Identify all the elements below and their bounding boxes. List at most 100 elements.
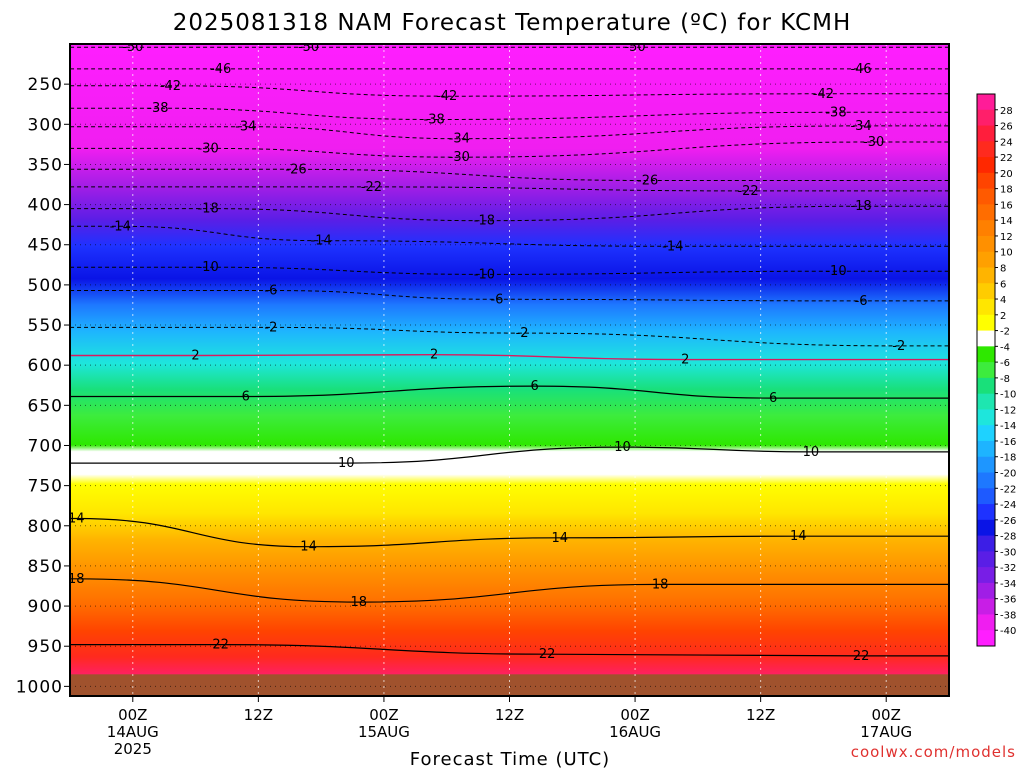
isotherm-label: -30 — [198, 141, 219, 156]
colorbar-label: -38 — [1000, 610, 1016, 621]
credit-text: coolwx.com/models — [851, 743, 1016, 761]
colorbar-label: 16 — [1000, 200, 1013, 211]
isotherm-line — [70, 326, 949, 347]
colorbar-segment — [977, 598, 995, 615]
x-tick-label: 00Z — [118, 706, 147, 724]
y-tick-label: 550 — [28, 316, 63, 336]
isotherm-label: -14 — [311, 234, 332, 249]
colorbar-label: -16 — [1000, 437, 1016, 448]
colorbar-label: -14 — [1000, 421, 1016, 432]
isotherm-label: -46 — [850, 62, 871, 77]
colorbar-segment — [977, 330, 995, 347]
isotherm-label: 14 — [790, 529, 807, 544]
isotherm-label: -2 — [516, 326, 529, 341]
colorbar-segment — [977, 504, 995, 521]
isotherm-label: 14 — [300, 540, 317, 555]
isotherm-label: -42 — [160, 79, 181, 94]
colorbar-label: 12 — [1000, 232, 1013, 243]
isotherm-line — [70, 517, 949, 548]
colorbar-label: 2 — [1000, 311, 1006, 322]
isotherm-label: -18 — [850, 199, 871, 214]
colorbar-segment — [977, 551, 995, 568]
colorbar-segment — [977, 141, 995, 158]
isotherm-label: -2 — [264, 320, 277, 335]
colorbar-frame — [976, 93, 996, 647]
isotherm-label: 14 — [551, 531, 568, 546]
colorbar-label: 8 — [1000, 263, 1006, 274]
isotherm-label: -30 — [449, 150, 470, 165]
isotherm-label: -14 — [110, 219, 131, 234]
isotherm-label: 6 — [530, 379, 538, 394]
colorbar-label: -2 — [1000, 327, 1010, 338]
isotherm-label: -38 — [424, 112, 445, 127]
y-tick-label: 700 — [28, 436, 63, 456]
isotherm-label: -38 — [825, 105, 846, 120]
isotherm-label: -22 — [737, 184, 758, 199]
isotherm-line — [70, 266, 949, 275]
colorbar-label: -22 — [1000, 484, 1016, 495]
isotherm-line — [70, 125, 949, 140]
isotherm-line — [70, 385, 949, 399]
colorbar-segment — [977, 299, 995, 316]
colorbar-label: -18 — [1000, 453, 1016, 464]
colorbar-segment — [977, 267, 995, 284]
isotherm-line — [70, 353, 949, 361]
isotherm-label: -26 — [285, 162, 306, 177]
colorbar-label: 20 — [1000, 169, 1013, 180]
colorbar-label: -32 — [1000, 563, 1016, 574]
isotherm-label: 2 — [681, 353, 689, 368]
isotherm-label: 2 — [430, 348, 438, 363]
isotherm-label: 6 — [242, 389, 250, 404]
y-tick-label: 600 — [28, 356, 63, 376]
isotherm-line — [70, 85, 949, 97]
isotherm-label: -26 — [637, 174, 658, 189]
colorbar-segment — [977, 157, 995, 174]
colorbar-label: -24 — [1000, 500, 1016, 511]
colorbar-segment — [977, 362, 995, 379]
colorbar-segment — [977, 440, 995, 458]
colorbar-segment — [977, 630, 995, 647]
isotherm-label: -22 — [361, 180, 382, 195]
y-tick-label: 400 — [28, 196, 63, 216]
colorbar-segment — [977, 220, 995, 237]
isotherm-label: 14 — [68, 512, 85, 527]
isotherm-label: 22 — [212, 638, 229, 653]
colorbar-label: 22 — [1000, 153, 1013, 164]
colorbar-segment — [977, 425, 995, 442]
x-tick-label: 00Z — [620, 706, 649, 724]
isotherm-label: -34 — [449, 132, 470, 147]
colorbar-label: -6 — [1000, 358, 1010, 369]
isotherm-line — [70, 289, 949, 302]
isotherm-label: -6 — [855, 294, 868, 309]
colorbar-segment — [977, 94, 995, 111]
isotherm-label: 18 — [351, 595, 368, 610]
colorbar-segment — [977, 109, 995, 127]
isotherm-label: 10 — [803, 445, 820, 460]
y-tick-label: 650 — [28, 396, 63, 416]
isotherm-label: 6 — [769, 391, 777, 406]
isotherm-label: 2 — [191, 349, 199, 364]
colorbar-label: -12 — [1000, 405, 1016, 416]
colorbar-label: -34 — [1000, 579, 1016, 590]
colorbar-segment — [977, 456, 995, 474]
colorbar-segment — [977, 535, 995, 552]
colorbar-segment — [977, 409, 995, 426]
colorbar-segment — [977, 519, 995, 537]
colorbar-label: 10 — [1000, 248, 1013, 259]
isotherm-label: -30 — [863, 135, 884, 150]
x-tick-label: 12Z — [244, 706, 273, 724]
colorbar-segment — [977, 283, 995, 300]
colorbar-label: -8 — [1000, 374, 1010, 385]
colorbar-segment — [977, 251, 995, 268]
colorbar-label: -26 — [1000, 516, 1016, 527]
y-tick-label: 250 — [28, 75, 63, 95]
plot-area: -50 -50 -50-46 -46-42-42 -42-38-38 -38-34-34-… — [68, 40, 949, 696]
y-tick-label: 850 — [28, 557, 63, 577]
isotherm-label: 18 — [652, 577, 669, 592]
isotherm-label: -50 — [122, 40, 143, 55]
isotherm-line — [70, 168, 949, 182]
colorbar-label: 24 — [1000, 137, 1013, 148]
colorbar-label: 14 — [1000, 216, 1013, 227]
isotherm-label: -18 — [198, 202, 219, 217]
